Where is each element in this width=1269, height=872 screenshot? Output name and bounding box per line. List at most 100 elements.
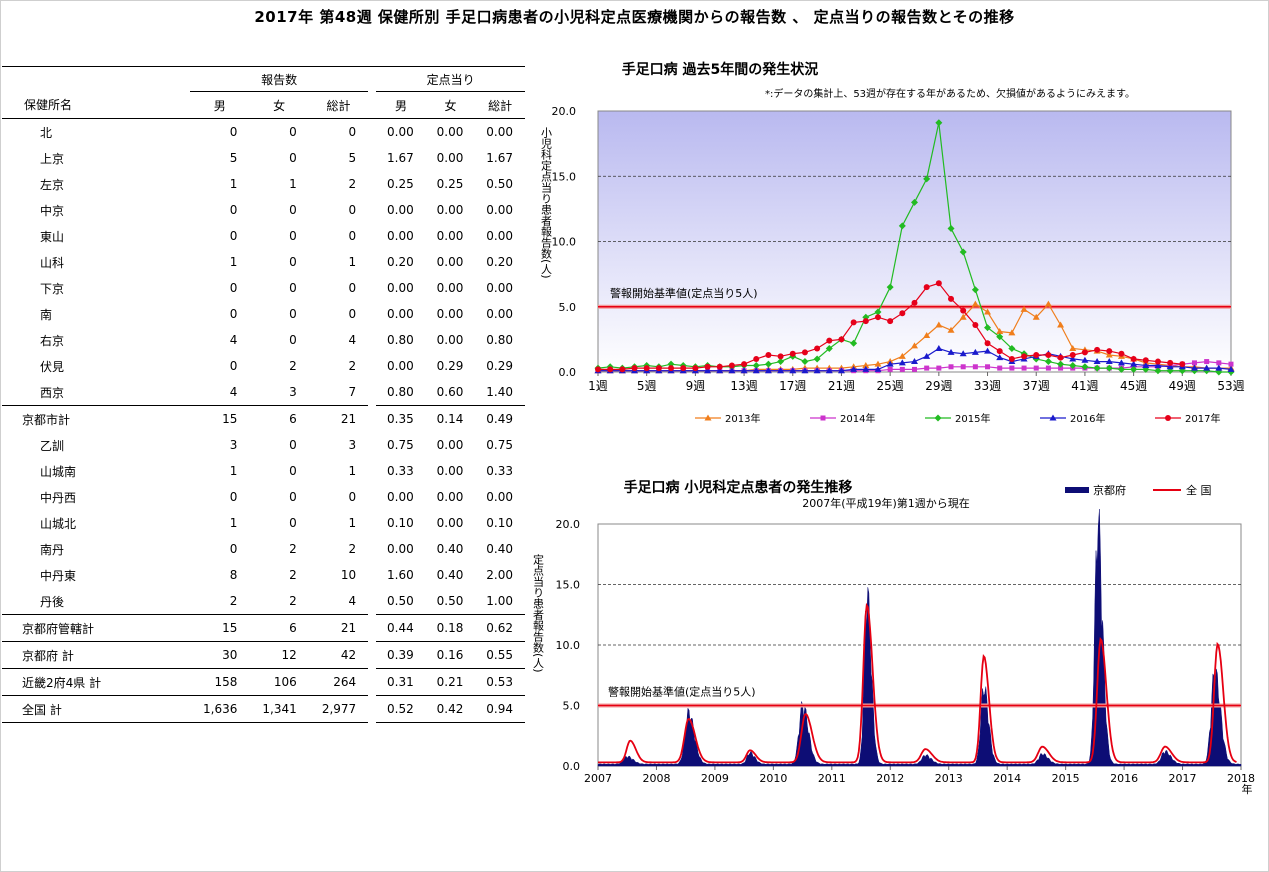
table-cell: 0.00 bbox=[387, 281, 414, 295]
data-point bbox=[1154, 367, 1162, 375]
data-point bbox=[997, 365, 1003, 371]
data-point bbox=[899, 366, 905, 372]
table-cell: 0.00 bbox=[387, 229, 414, 243]
data-point bbox=[935, 345, 943, 352]
table-cell: 0.00 bbox=[436, 125, 464, 139]
table-row: 上京 5 0 5 1.67 0.00 1.67 bbox=[2, 145, 525, 171]
table-cell: 0.29 bbox=[436, 359, 464, 373]
data-point bbox=[1228, 361, 1234, 367]
data-point bbox=[887, 318, 894, 325]
data-point bbox=[838, 336, 845, 343]
clinic-name: 南丹 bbox=[40, 542, 65, 557]
table-cell: 0.60 bbox=[436, 385, 464, 399]
table-cell: 0.00 bbox=[486, 490, 513, 504]
table-cell: 1 bbox=[348, 255, 357, 269]
report-table: 報告数 定点当り 保健所名 男 女 総計 男 女 総計 北 0 0 0 0.00 0.00… bbox=[2, 66, 525, 723]
data-point bbox=[728, 367, 736, 374]
col-female-rate: 女 bbox=[444, 98, 457, 113]
table-row: 北 0 0 0 0.00 0.00 0.00 bbox=[2, 119, 525, 146]
table-cell: 0.00 bbox=[436, 229, 464, 243]
data-point bbox=[996, 354, 1004, 361]
data-point bbox=[850, 365, 858, 372]
table-cell: 42 bbox=[308, 641, 369, 669]
series-national-line bbox=[598, 602, 1237, 764]
y-tick-label: 10.0 bbox=[556, 639, 581, 652]
table-cell: 2,977 bbox=[308, 695, 369, 723]
data-point bbox=[1081, 349, 1088, 356]
data-point bbox=[740, 367, 748, 374]
data-point bbox=[752, 367, 760, 374]
table-cell: 2 bbox=[289, 568, 297, 582]
clinic-name: 西京 bbox=[40, 385, 65, 400]
clinic-name: 北 bbox=[40, 125, 53, 140]
legend-label: 2014年 bbox=[840, 412, 875, 425]
table-cell: 5 bbox=[348, 151, 357, 165]
x-tick-label: 2011 bbox=[818, 772, 846, 785]
col-total-rate: 総計 bbox=[488, 98, 513, 113]
data-point bbox=[1008, 355, 1015, 362]
table-cell: 0.00 bbox=[486, 281, 513, 295]
data-point bbox=[1166, 363, 1174, 370]
data-point bbox=[886, 360, 894, 367]
data-point bbox=[996, 328, 1004, 335]
table-cell: 0.40 bbox=[436, 542, 464, 556]
data-point bbox=[959, 313, 967, 320]
table-cell: 1.00 bbox=[486, 594, 513, 608]
x-tick-label: 2018 bbox=[1227, 772, 1255, 785]
data-point bbox=[898, 352, 906, 359]
table-cell: 0.21 bbox=[425, 668, 476, 696]
table-cell: 106 bbox=[249, 668, 309, 696]
data-point bbox=[898, 222, 906, 230]
data-point bbox=[850, 339, 858, 347]
table-cell: 0.00 bbox=[387, 203, 414, 217]
data-point bbox=[971, 300, 979, 307]
data-point bbox=[886, 283, 894, 291]
x-tick-label: 33週 bbox=[974, 379, 1001, 393]
data-point bbox=[971, 286, 979, 294]
table-cell: 0 bbox=[289, 125, 297, 139]
data-point bbox=[874, 360, 882, 367]
table-cell: 0.52 bbox=[376, 695, 426, 723]
table-cell: 1.67 bbox=[387, 151, 414, 165]
y-tick-label: 15.0 bbox=[556, 579, 581, 592]
x-tick-label: 5週 bbox=[637, 379, 657, 393]
y-tick-label: 5.0 bbox=[563, 700, 581, 713]
table-cell: 2 bbox=[348, 542, 357, 556]
data-point bbox=[1105, 351, 1113, 358]
table-cell: 1 bbox=[348, 516, 357, 530]
data-point bbox=[1020, 305, 1028, 312]
data-point bbox=[1106, 348, 1113, 355]
data-point bbox=[1032, 313, 1040, 320]
clinic-name: 山城南 bbox=[40, 464, 77, 479]
data-point bbox=[1117, 359, 1125, 366]
table-cell: 0.80 bbox=[387, 333, 414, 347]
table-cell: 0.00 bbox=[436, 255, 464, 269]
table-cell: 0 bbox=[289, 151, 297, 165]
table-cell: 0.00 bbox=[436, 464, 464, 478]
data-point bbox=[619, 366, 626, 373]
table-cell: 0.00 bbox=[436, 438, 464, 452]
table-cell: 4 bbox=[348, 594, 357, 608]
table-cell: 0.33 bbox=[387, 464, 414, 478]
table-cell: 0 bbox=[289, 516, 297, 530]
table-cell: 0.00 bbox=[436, 203, 464, 217]
data-point bbox=[1167, 359, 1174, 366]
table-cell: 0.10 bbox=[387, 516, 414, 530]
table-row: 中丹西 0 0 0 0.00 0.00 0.00 bbox=[2, 484, 525, 510]
table-cell: 3 bbox=[348, 438, 357, 452]
table-cell: 0 bbox=[348, 125, 357, 139]
table-cell: 21 bbox=[308, 614, 369, 642]
table-cell: 6 bbox=[249, 614, 309, 642]
table-cell: 0.00 bbox=[486, 203, 513, 217]
data-point bbox=[862, 365, 870, 372]
data-point bbox=[753, 355, 760, 362]
data-point bbox=[1179, 361, 1186, 368]
table-cell: 10 bbox=[340, 568, 357, 582]
table-cell: 0.00 bbox=[486, 307, 513, 321]
table-row: 東山 0 0 0 0.00 0.00 0.00 bbox=[2, 223, 525, 249]
col-female: 女 bbox=[273, 98, 286, 113]
col-male: 男 bbox=[213, 98, 226, 113]
table-cell: 0.25 bbox=[387, 177, 414, 191]
table-cell: 1 bbox=[289, 177, 297, 191]
clinic-name: 京都府 計 bbox=[2, 641, 190, 669]
